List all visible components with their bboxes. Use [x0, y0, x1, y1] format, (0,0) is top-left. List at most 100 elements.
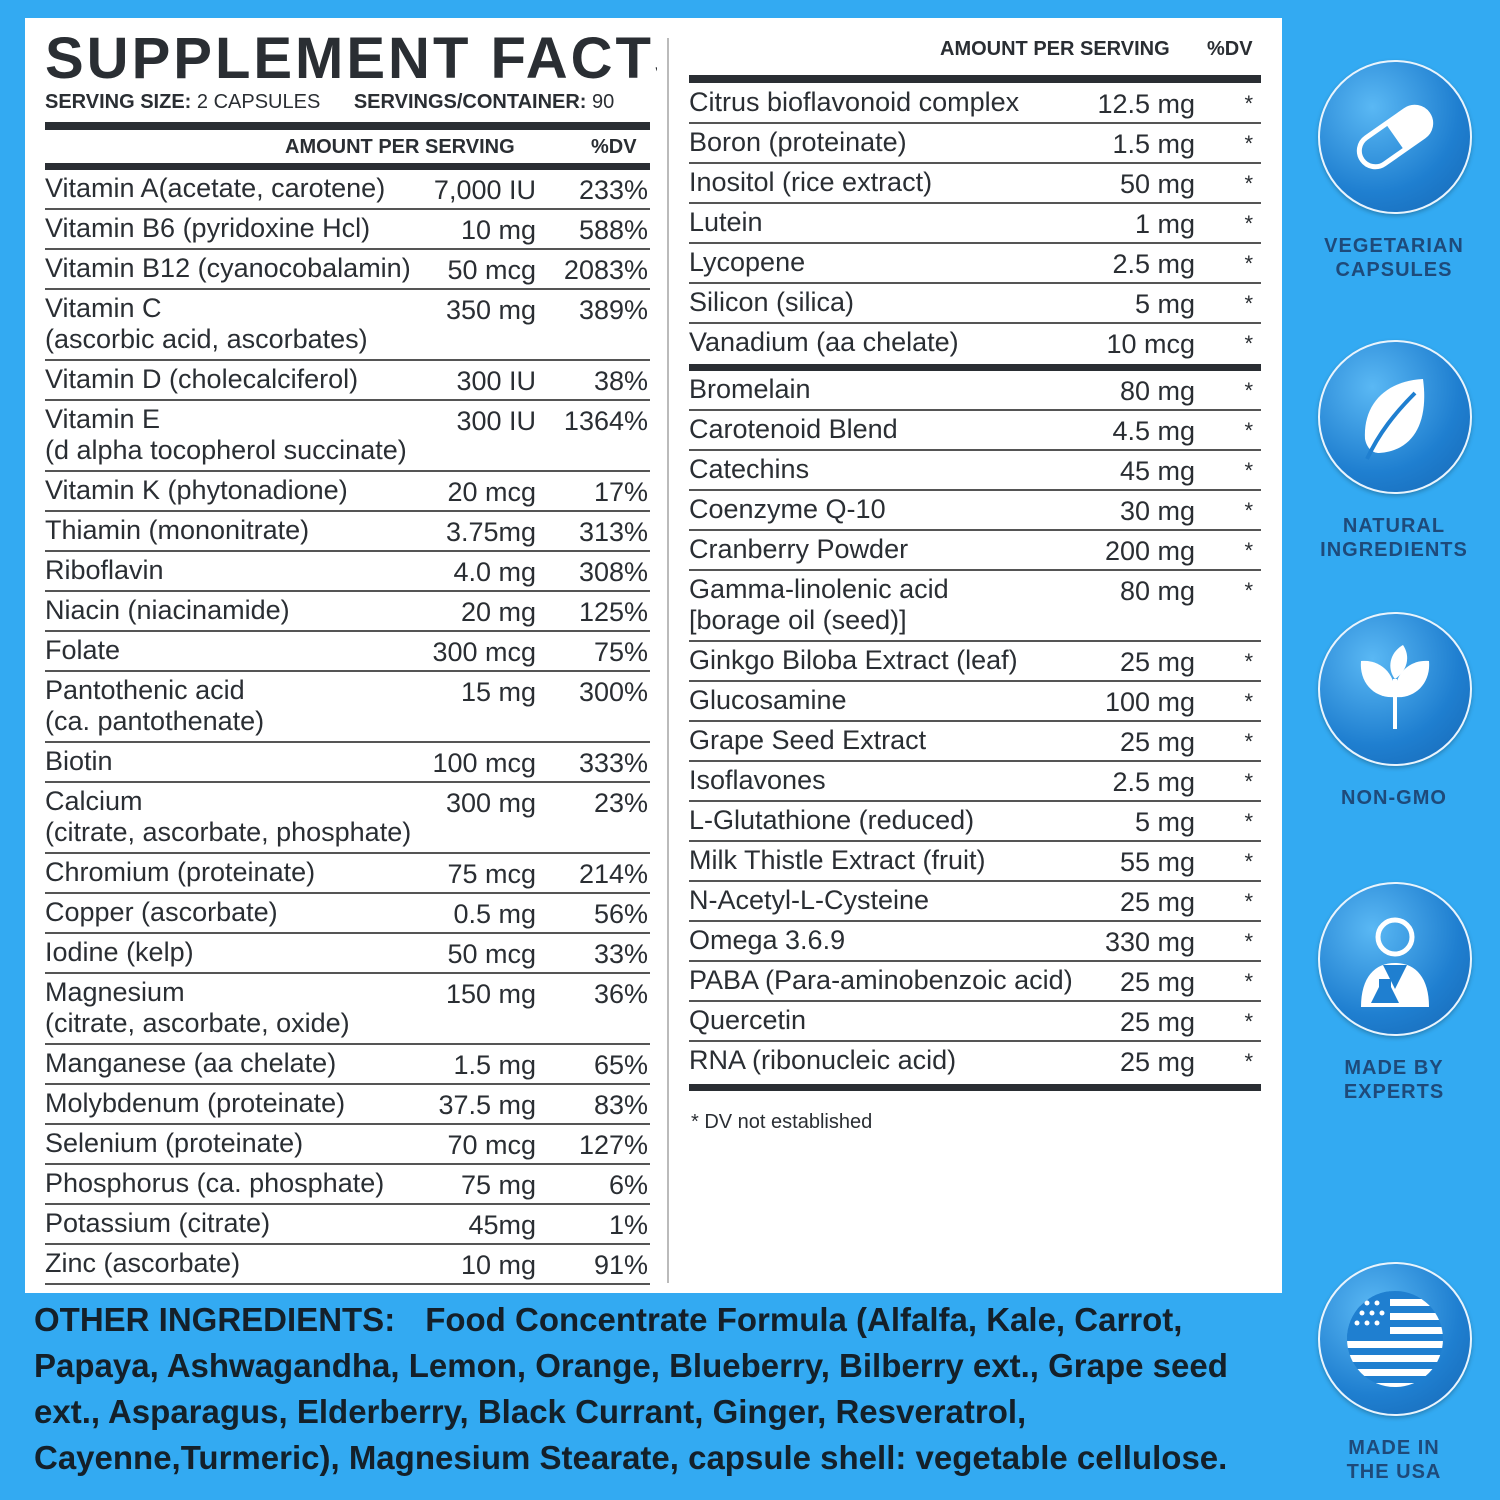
- right-dv-header: %DV: [1207, 38, 1253, 60]
- nutrient-name-detail: (citrate, ascorbate, phosphate): [45, 817, 412, 847]
- nutrient-row: Niacin (niacinamide) 20 mg 125%: [45, 592, 650, 632]
- badge-label-line1: MADE IN: [1348, 1437, 1440, 1459]
- nutrient-amount: 4.0 mg: [453, 557, 536, 587]
- nutrient-dv: 588%: [578, 215, 648, 245]
- nutrient-name-line: Zinc (ascorbate): [45, 1248, 241, 1278]
- nutrient-name-line: Lutein: [689, 207, 763, 237]
- nutrient-dv: *: [1244, 171, 1253, 196]
- nutrient-amount: 300 IU: [456, 366, 536, 396]
- nutrient-amount: 75 mcg: [447, 859, 536, 889]
- nutrient-dv: 1364%: [563, 406, 648, 436]
- nutrient-name-line: Vitamin E: [45, 404, 161, 434]
- badge-made-by-experts: MADE BY EXPERTS: [1318, 882, 1472, 1104]
- nutrient-row: Glucosamine 100 mg *: [689, 682, 1261, 722]
- nutrient-name: Magnesium (citrate, ascorbate, oxide): [45, 977, 350, 1039]
- nutrient-dv: 214%: [578, 859, 648, 889]
- badge-label-line1: MADE BY: [1344, 1057, 1444, 1079]
- nutrient-name: Molybdenum (proteinate): [45, 1088, 345, 1119]
- nutrient-row: Omega 3.6.9 330 mg *: [689, 922, 1261, 962]
- nutrient-dv: 2083%: [563, 255, 648, 285]
- nutrient-amount: 7,000 IU: [433, 175, 536, 205]
- dv-footnote: * DV not established: [691, 1111, 873, 1133]
- nutrient-amount: 200 mg: [1104, 536, 1195, 566]
- nutrient-amount: 25 mg: [1119, 1047, 1195, 1077]
- nutrient-name: Phosphorus (ca. phosphate): [45, 1168, 384, 1199]
- scientist-icon: [1361, 917, 1429, 1007]
- nutrient-name: Chromium (proteinate): [45, 857, 315, 888]
- nutrient-name: PABA (Para-aminobenzoic acid): [689, 965, 1073, 996]
- nutrient-dv: *: [1244, 969, 1253, 994]
- nutrient-amount: 300 mg: [445, 788, 536, 818]
- nutrient-dv: *: [1244, 1049, 1253, 1074]
- badge-made-in-usa: MADE IN THE USA: [1318, 1262, 1472, 1484]
- other-ingredients-text: Food Concentrate Formula (Alfalfa, Kale,…: [34, 1301, 1228, 1476]
- nutrient-dv: 125%: [578, 597, 648, 627]
- nutrient-name: L-Glutathione (reduced): [689, 805, 974, 836]
- nutrient-row: Vitamin A(acetate, carotene) 7,000 IU 233%: [45, 170, 650, 210]
- nutrient-name-line: Vitamin C: [45, 293, 162, 323]
- nutrient-name-line: Gamma-linolenic acid: [689, 574, 949, 604]
- badge-label: NON-GMO: [1318, 786, 1470, 810]
- nutrient-name: Calcium (citrate, ascorbate, phosphate): [45, 786, 411, 848]
- nutrient-name-line: RNA (ribonucleic acid): [689, 1045, 957, 1075]
- nutrient-name: Vitamin K (phytonadione): [45, 475, 348, 506]
- nutrient-name-detail: (ascorbic acid, ascorbates): [45, 324, 368, 354]
- nutrient-row: Cranberry Powder 200 mg *: [689, 531, 1261, 571]
- nutrient-name: Bromelain: [689, 374, 811, 405]
- nutrient-name: Folate: [45, 635, 120, 666]
- nutrient-row: Pantothenic acid (ca. pantothenate) 15 mg 3…: [45, 672, 650, 743]
- us-flag-icon: [1347, 1291, 1443, 1387]
- nutrient-row: Magnesium (citrate, ascorbate, oxide) 150 …: [45, 974, 650, 1045]
- nutrient-dv: *: [1244, 929, 1253, 954]
- nutrient-row: Lycopene 2.5 mg *: [689, 244, 1261, 284]
- nutrient-row: Gamma-linolenic acid [borage oil (seed)] 8…: [689, 571, 1261, 642]
- nutrient-row: Vitamin C (ascorbic acid, ascorbates) 350 …: [45, 290, 650, 361]
- nutrient-dv: *: [1244, 729, 1253, 754]
- nutrient-dv: *: [1244, 769, 1253, 794]
- nutrient-row: RNA (ribonucleic acid) 25 mg *: [689, 1042, 1261, 1082]
- nutrient-name: Catechins: [689, 454, 809, 485]
- nutrient-amount: 50 mcg: [447, 939, 536, 969]
- nutrient-dv: 75%: [593, 637, 648, 667]
- nutrient-amount: 1 mg: [1134, 209, 1195, 239]
- nutrient-dv: *: [1244, 889, 1253, 914]
- servings-per-container-value: 90: [592, 91, 615, 113]
- nutrient-name: Vitamin D (cholecalciferol): [45, 364, 358, 395]
- nutrient-name-line: Coenzyme Q-10: [689, 494, 886, 524]
- right-table-group-b: Bromelain 80 mg * Carotenoid Blend 4.5 mg * Ca…: [689, 371, 1261, 1082]
- nutrient-name-line: Vitamin D (cholecalciferol): [45, 364, 359, 394]
- nutrient-name-line: Citrus bioflavonoid complex: [689, 87, 1020, 117]
- nutrient-name-line: Manganese (aa chelate): [45, 1048, 337, 1078]
- nutrient-amount: 2.5 mg: [1112, 767, 1195, 797]
- nutrient-name: Iodine (kelp): [45, 937, 194, 968]
- nutrient-amount: 45 mg: [1119, 456, 1195, 486]
- nutrient-name: Vitamin B6 (pyridoxine Hcl): [45, 213, 370, 244]
- nutrient-name-line: Vanadium (aa chelate): [689, 327, 959, 357]
- nutrient-dv: 308%: [578, 557, 648, 587]
- nutrient-dv: *: [1244, 91, 1253, 116]
- nutrient-dv: 6%: [608, 1170, 648, 1200]
- nutrient-dv: 300%: [578, 677, 648, 707]
- nutrient-amount: 12.5 mg: [1097, 89, 1195, 119]
- nutrient-amount: 100 mg: [1104, 687, 1195, 717]
- nutrient-row: Silicon (silica) 5 mg *: [689, 284, 1261, 324]
- nutrient-amount: 25 mg: [1119, 647, 1195, 677]
- nutrient-amount: 70 mcg: [447, 1130, 536, 1160]
- nutrient-name: Inositol (rice extract): [689, 167, 932, 198]
- nutrient-row: Grape Seed Extract 25 mg *: [689, 722, 1261, 762]
- nutrient-name-line: Riboflavin: [45, 555, 164, 585]
- nutrient-dv: 23%: [593, 788, 648, 818]
- nutrient-dv: *: [1244, 849, 1253, 874]
- nutrient-dv: 313%: [578, 517, 648, 547]
- nutrient-name-line: Cranberry Powder: [689, 534, 909, 564]
- badge-vegetarian-capsules: VEGETARIAN CAPSULES: [1318, 60, 1472, 282]
- nutrient-amount: 80 mg: [1119, 376, 1195, 406]
- nutrient-name: Gamma-linolenic acid [borage oil (seed)]: [689, 574, 949, 636]
- group-separator-rule: [689, 364, 1261, 371]
- nutrient-name: Niacin (niacinamide): [45, 595, 290, 626]
- nutrient-name-line: Biotin: [45, 746, 113, 776]
- nutrient-amount: 37.5 mg: [438, 1090, 536, 1120]
- nutrient-amount: 25 mg: [1119, 967, 1195, 997]
- nutrient-row: N-Acetyl-L-Cysteine 25 mg *: [689, 882, 1261, 922]
- nutrient-name: Vitamin E (d alpha tocopherol succinate): [45, 404, 407, 466]
